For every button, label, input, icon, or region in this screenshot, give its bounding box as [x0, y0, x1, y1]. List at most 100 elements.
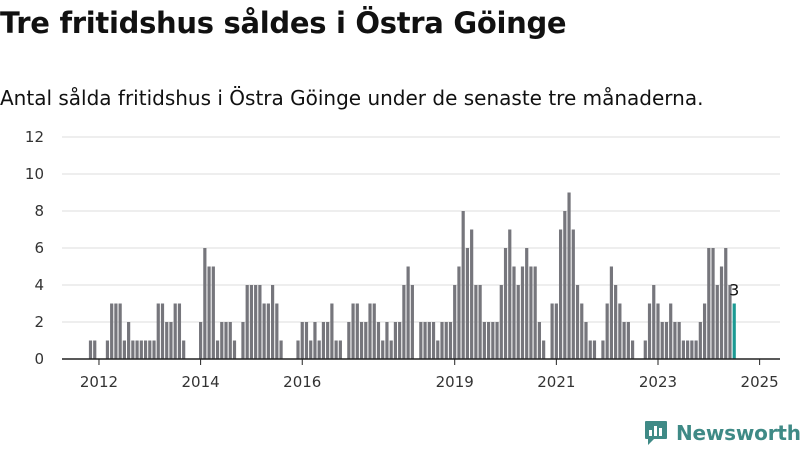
- bar: [618, 303, 622, 359]
- bar: [135, 340, 139, 359]
- newsworthy-logo-icon: [645, 421, 667, 445]
- x-tick-label: 2014: [182, 373, 220, 391]
- bar: [448, 322, 453, 359]
- bar: [127, 322, 131, 359]
- bar: [728, 285, 732, 359]
- bar: [224, 322, 228, 359]
- bars: [88, 192, 736, 359]
- bar: [241, 322, 245, 359]
- bar: [279, 340, 283, 359]
- axes: 0 2 4 6 8 10 12 3 2012 2014 2016 2019 2021 2023 2025: [25, 128, 780, 391]
- bar: [457, 266, 461, 359]
- bar: [694, 340, 698, 359]
- bar: [465, 248, 470, 359]
- bar: [673, 322, 677, 359]
- bar: [470, 229, 474, 359]
- y-tick-label: 2: [34, 313, 44, 331]
- bar: [296, 340, 300, 359]
- bar: [245, 285, 249, 359]
- bar: [169, 322, 173, 359]
- bar: [542, 340, 546, 359]
- bar: [423, 322, 427, 359]
- bar: [199, 322, 203, 359]
- bar: [385, 322, 389, 359]
- bar: [630, 340, 635, 359]
- bar: [165, 322, 169, 359]
- bar: [681, 340, 685, 359]
- x-tick-label: 2019: [436, 373, 474, 391]
- bar: [321, 322, 326, 359]
- bar-highlight: [732, 303, 736, 359]
- bar: [351, 303, 355, 359]
- bar: [427, 322, 431, 359]
- bar: [317, 340, 321, 359]
- newsworthy-logo: Newsworthy: [644, 419, 800, 447]
- bar: [643, 340, 647, 359]
- bar: [266, 303, 270, 359]
- bar: [156, 303, 160, 359]
- bar: [304, 322, 309, 359]
- bar: [393, 322, 398, 359]
- bar: [444, 322, 448, 359]
- bar: [592, 340, 597, 359]
- bar: [440, 322, 444, 359]
- x-tick-label: 2021: [537, 373, 575, 391]
- bar: [381, 340, 385, 359]
- bar: [563, 211, 567, 359]
- bar: [499, 285, 503, 359]
- bar: [249, 285, 254, 359]
- bar: [110, 303, 114, 359]
- bar: [148, 340, 152, 359]
- bar: [626, 322, 630, 359]
- bar: [220, 322, 224, 359]
- bar: [550, 303, 554, 359]
- bar: [122, 340, 126, 359]
- bar: [474, 285, 478, 359]
- bar: [254, 285, 258, 359]
- bar: [719, 266, 724, 359]
- bar: [554, 303, 558, 359]
- bar: [326, 322, 330, 359]
- bar: [567, 192, 571, 359]
- bar: [330, 303, 334, 359]
- bar: [338, 340, 342, 359]
- bar: [461, 211, 465, 359]
- bar: [398, 322, 402, 359]
- bar: [177, 303, 182, 359]
- bar: [558, 229, 563, 359]
- bar: [533, 266, 537, 359]
- gridlines: [62, 136, 780, 323]
- bar: [614, 285, 618, 359]
- bar: [215, 340, 220, 359]
- bar: [309, 340, 313, 359]
- bar: [707, 248, 711, 359]
- bar: [389, 340, 393, 359]
- bar: [313, 322, 317, 359]
- bar: [512, 266, 516, 359]
- bar: [143, 340, 148, 359]
- bar: [334, 340, 338, 359]
- y-tick-label: 8: [34, 202, 44, 220]
- bar: [495, 322, 499, 359]
- bar: [482, 322, 486, 359]
- bar: [262, 303, 266, 359]
- bar: [173, 303, 177, 359]
- bar: [711, 248, 715, 359]
- chart-title: Tre fritidshus såldes i Östra Göinge: [0, 6, 567, 40]
- bar: [88, 340, 93, 359]
- logo-text: Newsworthy: [676, 421, 800, 445]
- bar: [575, 285, 580, 359]
- bar: [207, 266, 211, 359]
- bar: [491, 322, 495, 359]
- bar: [275, 303, 279, 359]
- bar: [656, 303, 660, 359]
- bar: [698, 322, 702, 359]
- bar: [258, 285, 262, 359]
- bar: [584, 322, 588, 359]
- bar: [669, 303, 673, 359]
- bar: [359, 322, 364, 359]
- bar: [664, 322, 669, 359]
- y-tick-label: 4: [34, 276, 44, 294]
- bar: [652, 285, 656, 359]
- bar-value-label: 3: [729, 281, 739, 300]
